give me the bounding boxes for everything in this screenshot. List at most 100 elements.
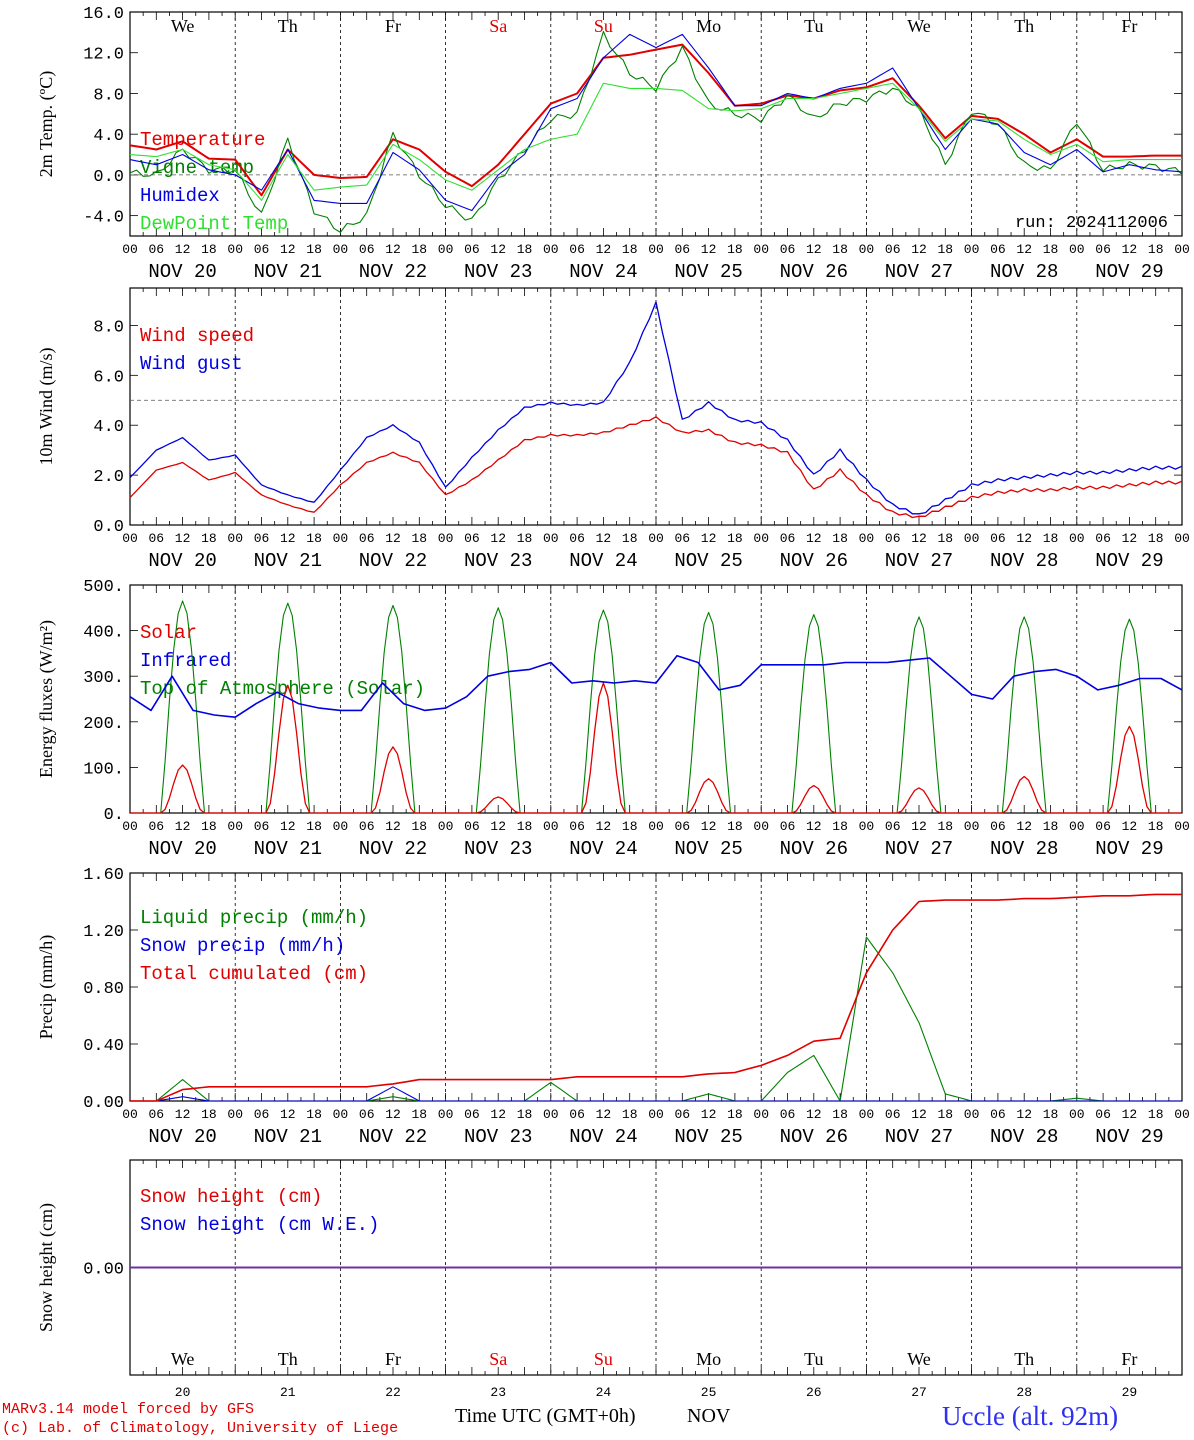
hour-tick-label: 06 xyxy=(990,242,1006,257)
date-label: NOV 23 xyxy=(464,550,532,572)
hour-tick-label: 00 xyxy=(753,1107,769,1122)
date-label: NOV 21 xyxy=(254,550,322,572)
hour-tick-label: 18 xyxy=(306,242,322,257)
hour-tick-label: 12 xyxy=(596,531,612,546)
hour-tick-label: 12 xyxy=(280,242,296,257)
hour-tick-label: 06 xyxy=(148,1107,164,1122)
weekday-label: Tu xyxy=(804,1349,823,1369)
day-number-label: 23 xyxy=(490,1385,506,1400)
hour-tick-label: 00 xyxy=(1174,531,1190,546)
day-number-label: 20 xyxy=(175,1385,191,1400)
hour-tick-label: 12 xyxy=(596,1107,612,1122)
hour-tick-label: 06 xyxy=(464,531,480,546)
weekday-label: Fr xyxy=(385,1349,401,1369)
legend-entry: Liquid precip (mm/h) xyxy=(140,907,368,929)
hour-tick-label: 00 xyxy=(859,531,875,546)
run-annotation: run: 2024112006 xyxy=(1015,214,1168,233)
meteogram-svg: 16.0 12.0 8.0 4.0 0.0 -4.0 2m Temp. (ºC) We Th Fr… xyxy=(36,5,1190,1400)
hour-tick-label: 12 xyxy=(701,242,717,257)
weekday-label: Fr xyxy=(1121,1349,1137,1369)
hour-tick-label: 12 xyxy=(806,242,822,257)
plot-frame xyxy=(129,11,1183,237)
legend-entry: Solar xyxy=(140,622,197,644)
hour-tick-label: 18 xyxy=(727,242,743,257)
hour-tick-label: 12 xyxy=(806,1107,822,1122)
date-label: NOV 20 xyxy=(148,261,216,283)
hour-tick-label: 06 xyxy=(148,819,164,834)
hour-tick-label: 00 xyxy=(333,819,349,834)
date-label: NOV 25 xyxy=(674,1126,742,1148)
hour-tick-label: 12 xyxy=(490,1107,506,1122)
y-tick-label: 300. xyxy=(83,669,124,688)
hour-tick-label: 06 xyxy=(990,1107,1006,1122)
hour-tick-label: 18 xyxy=(1148,1107,1164,1122)
hour-tick-label: 00 xyxy=(648,531,664,546)
hour-tick-label: 18 xyxy=(832,242,848,257)
panel-3: 500. 400. 300. 200. 100. 0. Energy fluxes (W/m… xyxy=(36,578,1190,860)
series-dewpoint-temp xyxy=(129,82,1182,201)
hour-tick-label: 06 xyxy=(359,819,375,834)
hour-tick-label: 06 xyxy=(569,1107,585,1122)
hour-tick-label: 00 xyxy=(648,242,664,257)
hour-tick-label: 18 xyxy=(411,242,427,257)
hour-tick-label: 18 xyxy=(832,531,848,546)
date-label: NOV 25 xyxy=(674,550,742,572)
hour-tick-label: 12 xyxy=(911,1107,927,1122)
hour-tick-label: 18 xyxy=(832,819,848,834)
weekday-label: Sa xyxy=(489,1349,507,1369)
hour-tick-label: 18 xyxy=(937,1107,953,1122)
hour-tick-label: 06 xyxy=(1095,531,1111,546)
y-tick-label: 2.0 xyxy=(93,468,124,487)
y-tick-label: 0.80 xyxy=(83,980,124,999)
hour-tick-label: 06 xyxy=(464,819,480,834)
panel-4: 1.60 1.20 0.80 0.40 0.00 Precip (mm/h) 00 06 12 1… xyxy=(36,866,1190,1148)
series-infrared xyxy=(129,654,1183,718)
legend-entry: Humidex xyxy=(140,185,220,207)
hour-tick-label: 00 xyxy=(543,242,559,257)
hour-tick-label: 18 xyxy=(832,1107,848,1122)
hour-tick-label: 18 xyxy=(622,1107,638,1122)
weekday-label: Tu xyxy=(804,16,823,36)
hour-tick-label: 06 xyxy=(990,531,1006,546)
hour-tick-label: 18 xyxy=(201,1107,217,1122)
series-vigne-temp xyxy=(129,30,1183,233)
y-axis-label: 2m Temp. (ºC) xyxy=(36,71,57,177)
series-total-cumulated-cm- xyxy=(130,893,1182,1102)
hour-tick-label: 06 xyxy=(148,242,164,257)
hour-tick-label: 00 xyxy=(1174,819,1190,834)
hour-tick-label: 00 xyxy=(122,819,138,834)
hour-tick-label: 18 xyxy=(727,819,743,834)
hour-tick-label: 18 xyxy=(727,1107,743,1122)
hour-tick-label: 12 xyxy=(385,1107,401,1122)
date-label: NOV 20 xyxy=(148,1126,216,1148)
y-tick-label: 0.00 xyxy=(83,1094,124,1113)
y-tick-label: 1.60 xyxy=(83,866,124,885)
hour-tick-label: 12 xyxy=(1016,1107,1032,1122)
hour-tick-label: 06 xyxy=(254,1107,270,1122)
hour-tick-label: 00 xyxy=(1174,242,1190,257)
hour-tick-label: 06 xyxy=(885,819,901,834)
hour-tick-label: 12 xyxy=(911,242,927,257)
y-tick-label: 16.0 xyxy=(83,5,124,24)
hour-tick-label: 00 xyxy=(122,531,138,546)
panel-2: 8.0 6.0 4.0 2.0 0.0 10m Wind (m/s) 00 06 12 18 NOV… xyxy=(36,287,1190,572)
hour-tick-label: 18 xyxy=(201,531,217,546)
hour-tick-label: 12 xyxy=(1122,1107,1138,1122)
date-label: NOV 22 xyxy=(359,261,427,283)
day-number-label: 27 xyxy=(911,1385,927,1400)
hour-tick-label: 18 xyxy=(937,819,953,834)
day-number-label: 28 xyxy=(1016,1385,1032,1400)
date-label: NOV 26 xyxy=(780,261,848,283)
y-tick-label: 400. xyxy=(83,624,124,643)
legend-entry: Snow precip (mm/h) xyxy=(140,935,345,957)
hour-tick-label: 18 xyxy=(411,1107,427,1122)
hour-tick-label: 06 xyxy=(254,819,270,834)
hour-tick-label: 00 xyxy=(227,819,243,834)
hour-tick-label: 12 xyxy=(911,531,927,546)
hour-tick-label: 00 xyxy=(964,819,980,834)
series-snow-precip-mm-h- xyxy=(130,1086,1182,1102)
weekday-label: Th xyxy=(1014,1349,1034,1369)
hour-tick-label: 06 xyxy=(254,531,270,546)
legend-entry: Top of Atmosphere (Solar) xyxy=(140,678,425,700)
series-humidex xyxy=(129,33,1183,212)
